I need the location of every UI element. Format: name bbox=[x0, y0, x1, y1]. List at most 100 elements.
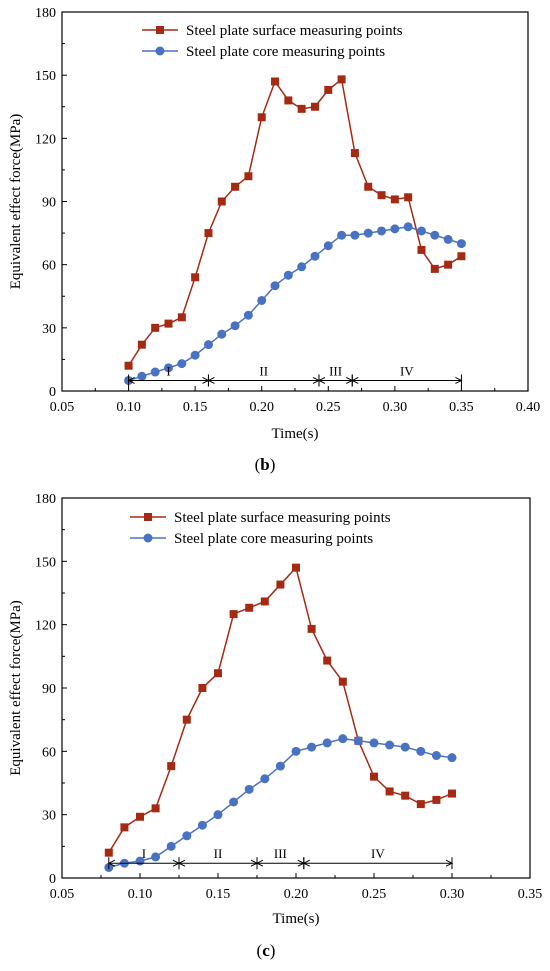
legend-label: Steel plate surface measuring points bbox=[174, 510, 391, 526]
data-point-surface bbox=[310, 102, 319, 111]
x-tick-label: 0.15 bbox=[206, 887, 231, 902]
data-point-core bbox=[137, 371, 147, 381]
data-point-core bbox=[190, 350, 200, 360]
x-tick-label: 0.30 bbox=[440, 887, 465, 902]
data-point-surface bbox=[244, 172, 253, 181]
data-point-surface bbox=[338, 677, 347, 686]
x-tick-label: 0.20 bbox=[249, 400, 274, 415]
data-point-core bbox=[416, 746, 426, 756]
phase-label: IV bbox=[400, 363, 414, 378]
y-axis-title: Equivalent effect force(MPa) bbox=[8, 600, 24, 775]
data-point-surface bbox=[448, 789, 456, 798]
phase-label: III bbox=[274, 846, 287, 861]
data-point-core bbox=[307, 742, 317, 752]
data-point-surface bbox=[284, 96, 293, 105]
data-point-core bbox=[363, 228, 373, 238]
data-point-surface bbox=[292, 563, 300, 572]
plot-frame bbox=[61, 11, 529, 392]
data-point-surface bbox=[151, 804, 160, 813]
data-point-surface bbox=[229, 610, 238, 619]
data-point-core bbox=[197, 820, 207, 830]
panel-label: (b) bbox=[255, 455, 276, 474]
data-point-core bbox=[377, 226, 387, 236]
data-point-core bbox=[338, 734, 348, 744]
data-point-core bbox=[291, 746, 301, 756]
data-point-surface bbox=[401, 791, 410, 800]
data-point-surface bbox=[390, 195, 399, 204]
data-point-surface bbox=[231, 182, 240, 191]
data-point-core bbox=[385, 740, 395, 750]
phase-label: II bbox=[214, 846, 223, 861]
data-point-core bbox=[416, 226, 426, 236]
data-point-surface bbox=[136, 812, 144, 821]
data-point-core bbox=[229, 797, 239, 807]
data-point-core bbox=[431, 751, 441, 761]
data-point-surface bbox=[337, 75, 346, 84]
data-point-core bbox=[217, 329, 227, 339]
data-point-surface bbox=[444, 260, 453, 269]
data-point-surface bbox=[324, 85, 333, 94]
y-tick-label: 120 bbox=[35, 132, 56, 147]
x-tick-label: 0.05 bbox=[50, 400, 75, 415]
x-tick-label: 0.05 bbox=[50, 887, 75, 902]
y-tick-label: 90 bbox=[42, 196, 56, 211]
data-point-core bbox=[403, 222, 413, 232]
data-point-surface bbox=[214, 669, 222, 678]
data-point-surface bbox=[104, 848, 113, 857]
data-point-surface bbox=[430, 264, 439, 273]
x-tick-label: 0.25 bbox=[316, 400, 341, 415]
x-tick-label: 0.10 bbox=[116, 400, 141, 415]
data-point-core bbox=[182, 831, 192, 841]
data-point-core bbox=[447, 753, 457, 763]
data-point-surface bbox=[151, 323, 160, 332]
data-point-core bbox=[430, 230, 440, 240]
panel-label-open: ( bbox=[255, 455, 261, 474]
x-tick-label: 0.20 bbox=[284, 887, 309, 902]
data-point-surface bbox=[217, 197, 226, 206]
x-axis-title: Time(s) bbox=[272, 426, 319, 442]
x-tick-label: 0.25 bbox=[362, 887, 387, 902]
y-tick-label: 180 bbox=[35, 6, 56, 21]
data-point-surface bbox=[404, 193, 413, 202]
data-point-core bbox=[323, 241, 333, 251]
data-point-surface bbox=[191, 273, 200, 282]
data-point-surface bbox=[457, 252, 466, 261]
panel-label-close: ) bbox=[270, 455, 276, 474]
x-tick-label: 0.15 bbox=[183, 400, 208, 415]
data-point-core bbox=[297, 262, 307, 272]
data-point-surface bbox=[167, 762, 176, 771]
data-point-surface bbox=[198, 684, 207, 692]
x-tick-label: 0.35 bbox=[518, 887, 543, 902]
chart-c: 0.05 0.10 0.15 0.20 0.25 0.30 0.35 0 30 60 90 120 15… bbox=[8, 492, 542, 960]
data-point-core bbox=[257, 295, 267, 305]
data-point-surface bbox=[245, 603, 254, 612]
data-point-core bbox=[213, 810, 223, 820]
data-point-core bbox=[337, 230, 347, 240]
data-point-surface bbox=[204, 229, 213, 238]
data-point-core bbox=[283, 270, 293, 280]
phase-label: II bbox=[259, 363, 268, 378]
data-point-surface bbox=[307, 624, 316, 633]
x-tick-label: 0.10 bbox=[128, 887, 153, 902]
legend-label: Steel plate core measuring points bbox=[186, 44, 385, 60]
data-point-surface bbox=[260, 597, 269, 606]
data-point-surface bbox=[182, 715, 191, 724]
y-tick-label: 0 bbox=[49, 872, 56, 887]
chart-b: 0.05 0.10 0.15 0.20 0.25 0.30 0.35 0.40 0 30 60 90 1… bbox=[8, 6, 540, 474]
panel-label-letter: c bbox=[262, 941, 270, 960]
legend-marker-square bbox=[156, 26, 164, 34]
y-axis-title: Equivalent effect force(MPa) bbox=[8, 114, 24, 289]
data-point-surface bbox=[271, 77, 280, 86]
panel-label-open: ( bbox=[257, 941, 263, 960]
data-point-core bbox=[164, 363, 174, 373]
y-tick-label: 180 bbox=[35, 492, 56, 507]
legend-marker-circle bbox=[155, 46, 165, 56]
panel-label-close: ) bbox=[270, 941, 276, 960]
data-point-surface bbox=[416, 800, 425, 809]
data-point-surface bbox=[385, 787, 394, 796]
y-tick-label: 90 bbox=[42, 682, 56, 697]
panel-label: (c) bbox=[257, 941, 276, 960]
data-point-core bbox=[322, 738, 332, 748]
data-point-core bbox=[353, 736, 363, 746]
